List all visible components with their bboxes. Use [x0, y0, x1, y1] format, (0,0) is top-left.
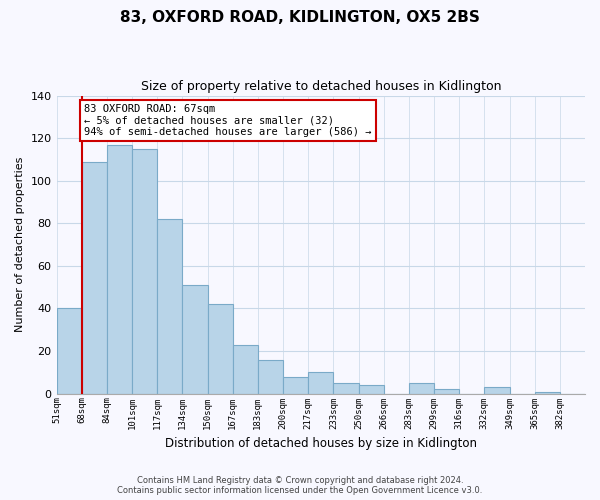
Y-axis label: Number of detached properties: Number of detached properties — [15, 157, 25, 332]
Text: 83, OXFORD ROAD, KIDLINGTON, OX5 2BS: 83, OXFORD ROAD, KIDLINGTON, OX5 2BS — [120, 10, 480, 25]
Bar — [233, 344, 258, 394]
Bar — [258, 360, 283, 394]
X-axis label: Distribution of detached houses by size in Kidlington: Distribution of detached houses by size … — [165, 437, 477, 450]
Title: Size of property relative to detached houses in Kidlington: Size of property relative to detached ho… — [140, 80, 501, 93]
Bar — [82, 162, 107, 394]
Bar — [484, 388, 509, 394]
Bar — [434, 390, 459, 394]
Bar — [283, 376, 308, 394]
Bar — [132, 149, 157, 394]
Bar — [308, 372, 334, 394]
Text: Contains HM Land Registry data © Crown copyright and database right 2024.
Contai: Contains HM Land Registry data © Crown c… — [118, 476, 482, 495]
Bar — [535, 392, 560, 394]
Text: 83 OXFORD ROAD: 67sqm
← 5% of detached houses are smaller (32)
94% of semi-detac: 83 OXFORD ROAD: 67sqm ← 5% of detached h… — [84, 104, 372, 138]
Bar — [334, 383, 359, 394]
Bar — [56, 308, 82, 394]
Bar — [107, 144, 132, 394]
Bar — [359, 385, 383, 394]
Bar — [208, 304, 233, 394]
Bar — [157, 219, 182, 394]
Bar — [182, 285, 208, 394]
Bar — [409, 383, 434, 394]
